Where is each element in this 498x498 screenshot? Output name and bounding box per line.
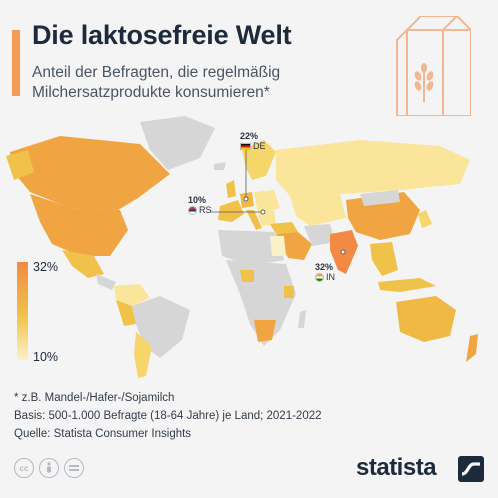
alaska xyxy=(6,150,34,180)
usa xyxy=(30,194,128,256)
germany-flag-icon xyxy=(240,142,251,150)
serbia-flag-icon xyxy=(188,205,197,215)
korea-japan xyxy=(418,210,432,228)
scandinavia xyxy=(242,140,276,180)
callout-rs-value: 10% xyxy=(188,195,207,205)
statista-logo-text[interactable]: statista xyxy=(356,454,437,481)
footnote-source: Quelle: Statista Consumer Insights xyxy=(14,428,192,440)
world-map xyxy=(6,116,478,378)
milk-carton-icon xyxy=(396,16,471,116)
central-europe xyxy=(254,190,280,214)
kazakhstan-central-asia xyxy=(290,194,346,226)
russia xyxy=(276,140,470,196)
page-subtitle: Anteil der Befragten, die regelmäßig Mil… xyxy=(32,64,281,101)
marker-de xyxy=(243,196,249,202)
iran-pakistan xyxy=(304,224,336,246)
footnote-basis: Basis: 500-1.000 Befragte (18-64 Jahre) … xyxy=(14,410,322,422)
statista-logo-icon[interactable] xyxy=(458,456,484,482)
attribution-icon[interactable] xyxy=(39,458,59,478)
callout-in-code: IN xyxy=(326,272,335,282)
middle-east xyxy=(276,232,312,260)
australia xyxy=(396,296,456,342)
creative-commons-icon[interactable]: cc xyxy=(14,458,34,478)
new-zealand xyxy=(466,334,478,362)
footnote-definition: * z.B. Mandel-/Hafer-/Sojamilch xyxy=(14,392,175,404)
legend-min-label: 10% xyxy=(33,350,59,364)
southern-cone xyxy=(134,332,152,378)
marker-in xyxy=(340,249,346,255)
uk xyxy=(226,180,236,198)
legend-max-label: 32% xyxy=(33,260,59,274)
italy xyxy=(246,210,262,230)
callout-de: 22% DE xyxy=(240,131,266,151)
southeast-asia xyxy=(370,242,398,276)
central-america xyxy=(96,274,116,290)
turkey-caucasus xyxy=(270,222,298,234)
color-scale-legend xyxy=(17,262,28,360)
marker-rs xyxy=(260,209,266,215)
north-africa xyxy=(218,230,284,266)
mexico xyxy=(62,250,104,278)
callout-de-code: DE xyxy=(253,141,266,151)
no-derivatives-icon[interactable] xyxy=(64,458,84,478)
callout-in: 32% IN xyxy=(315,262,335,282)
colombia-venezuela xyxy=(114,284,150,306)
license-icons: cc xyxy=(14,458,84,478)
madagascar xyxy=(298,310,306,328)
callout-de-value: 22% xyxy=(240,131,259,141)
callout-in-value: 32% xyxy=(315,262,334,272)
nigeria xyxy=(240,270,254,282)
south-africa xyxy=(254,320,276,342)
callout-rs-code: RS xyxy=(199,205,212,215)
egypt xyxy=(270,236,286,256)
accent-bar xyxy=(12,30,20,96)
kenya xyxy=(284,286,294,298)
peru xyxy=(116,300,136,326)
india-flag-icon xyxy=(315,272,324,282)
greenland xyxy=(140,116,215,170)
canada xyxy=(10,136,170,210)
indonesia xyxy=(378,278,436,292)
mongolia xyxy=(360,190,400,206)
page-title: Die laktosefreie Welt xyxy=(32,20,292,50)
callout-rs: 10% RS xyxy=(188,195,212,215)
iceland xyxy=(214,162,226,170)
france-iberia xyxy=(218,200,244,222)
